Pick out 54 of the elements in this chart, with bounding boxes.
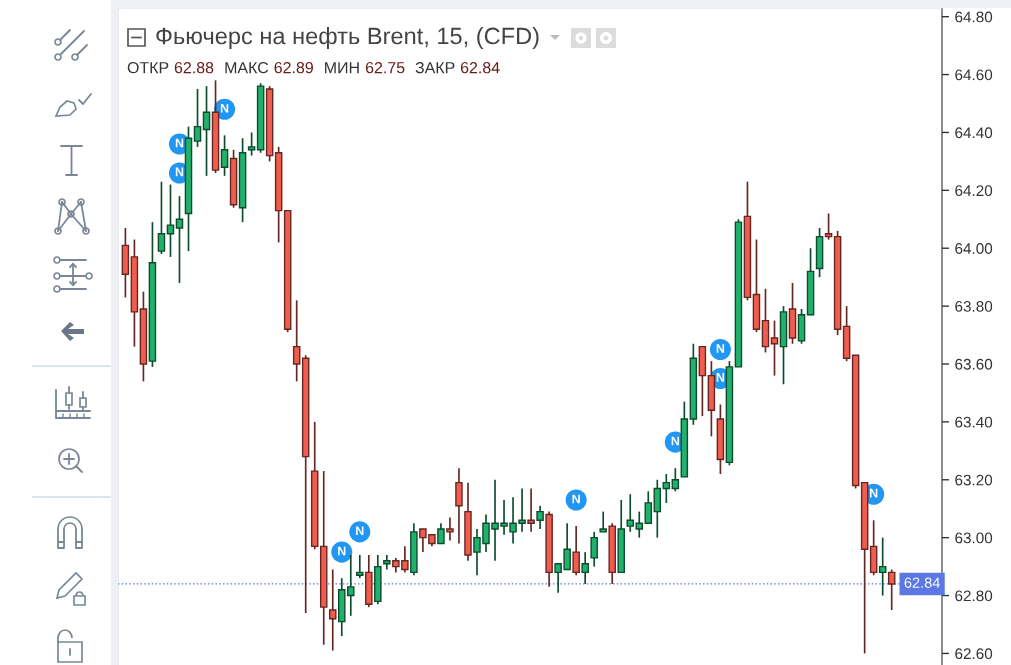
y-tick-label: 63.60 xyxy=(955,358,993,370)
y-tick-label: 64.80 xyxy=(955,11,993,23)
text: N xyxy=(338,546,346,556)
candlestick xyxy=(599,510,607,533)
candlestick xyxy=(455,467,463,545)
text: N xyxy=(175,138,184,148)
candlestick xyxy=(635,510,644,539)
candlestick xyxy=(662,473,671,504)
candlestick xyxy=(446,516,454,542)
candlestick xyxy=(878,536,887,597)
ref-line-label: 62.84 xyxy=(904,577,940,588)
series-label: N xyxy=(671,436,679,446)
candlestick xyxy=(887,568,896,611)
candlestick xyxy=(193,88,202,148)
candlestick xyxy=(247,131,256,157)
candlestick xyxy=(166,183,175,258)
y-tick-label: 62.60 xyxy=(955,648,993,660)
y-tick-label: 62.80 xyxy=(955,590,993,602)
candlestick xyxy=(202,85,211,177)
candlestick xyxy=(220,134,229,177)
candlestick xyxy=(536,504,544,530)
y-tick-label: 63.80 xyxy=(955,300,993,312)
y-tick-label: 64.00 xyxy=(955,243,993,254)
text: N xyxy=(175,167,184,177)
text: Фьючерс на нефть Brent, 15, (CFD) xyxy=(156,27,539,49)
y-tick-label: 63.00 xyxy=(955,532,993,544)
text: N xyxy=(869,488,878,498)
y-tick-label: 63.20 xyxy=(955,474,993,486)
candlestick xyxy=(437,522,445,545)
candlestick xyxy=(572,525,580,577)
candlestick xyxy=(824,212,833,241)
text: ОТКР 62.88 МАКС 62.89 МИН 62.75 ЗАКР 62.84 xyxy=(127,61,500,74)
y-tick-label: 63.40 xyxy=(955,416,993,428)
candlestick xyxy=(157,180,166,255)
candlestick xyxy=(356,554,364,580)
candlestick xyxy=(626,493,635,533)
candlestick xyxy=(653,478,662,539)
text: N xyxy=(356,526,364,536)
candlestick xyxy=(292,299,301,383)
y-tick-label: 64.60 xyxy=(955,69,993,81)
candlestick xyxy=(175,195,184,284)
candlestick xyxy=(770,319,779,377)
candlestick xyxy=(644,490,653,525)
y-tick-label: 64.20 xyxy=(955,185,993,197)
text: N xyxy=(220,103,229,113)
candlestick xyxy=(581,551,589,585)
candlestick xyxy=(671,467,680,493)
text: N xyxy=(572,494,580,504)
text: N xyxy=(716,344,725,353)
candlestick xyxy=(328,568,337,652)
candlestick xyxy=(527,487,535,533)
series-label: N xyxy=(716,373,725,382)
y-tick-label: 64.40 xyxy=(955,127,993,139)
candlestick xyxy=(590,531,598,568)
